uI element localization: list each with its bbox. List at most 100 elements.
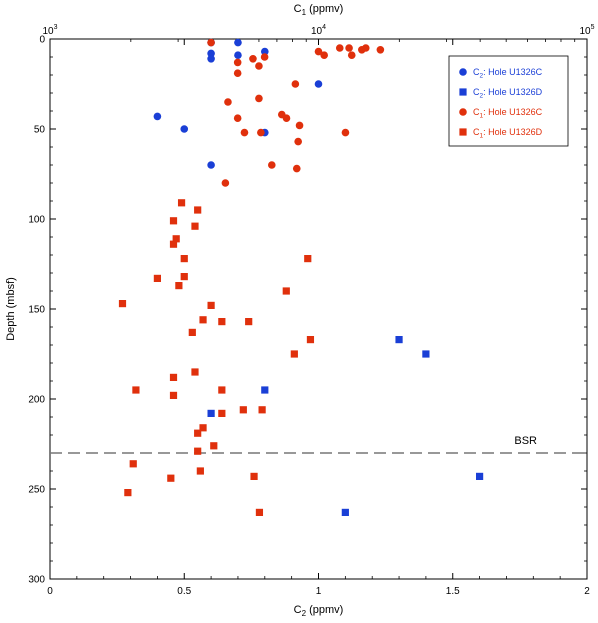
legend-label: C2: Hole U1326D: [473, 87, 543, 100]
x-top-tick-label: 105: [579, 24, 594, 37]
data-point: [239, 406, 247, 414]
legend-label: C1: Hole U1326D: [473, 127, 543, 140]
data-point: [290, 350, 298, 358]
y-tick-label: 300: [28, 575, 45, 586]
data-point: [234, 51, 242, 59]
legend-label-main: C: [473, 67, 480, 77]
data-point: [194, 447, 202, 455]
data-point: [257, 128, 265, 137]
data-point: [258, 406, 266, 414]
data-point: [207, 49, 215, 58]
data-point: [294, 137, 302, 146]
x-top-tick-exponent: 5: [591, 24, 595, 31]
data-point: [233, 58, 242, 67]
y-tick-label: 50: [34, 125, 46, 136]
x-bottom-tick-label: 0.5: [177, 586, 191, 597]
bsr-label: BSR: [514, 435, 537, 447]
data-point: [314, 80, 323, 88]
x-top-tick-exponent: 4: [322, 24, 326, 31]
data-point: [132, 386, 140, 394]
x-bottom-title-main: C: [294, 604, 302, 616]
data-point: [395, 336, 403, 344]
data-point: [129, 460, 137, 468]
data-point: [304, 255, 312, 263]
data-point: [180, 125, 189, 133]
data-point: [188, 328, 196, 336]
x-top-tick-label: 104: [311, 24, 326, 37]
data-point: [175, 282, 183, 290]
data-point: [218, 318, 226, 326]
data-point: [345, 44, 353, 52]
legend-label-rest: : Hole U1326D: [483, 127, 543, 137]
data-point: [261, 47, 269, 56]
data-point: [199, 316, 207, 324]
data-point: [341, 128, 350, 137]
data-point: [255, 508, 264, 516]
data-point: [218, 386, 226, 394]
data-point: [335, 44, 344, 52]
data-point: [260, 53, 269, 61]
data-point: [250, 472, 258, 480]
x-bottom-title-unit: (ppmv): [306, 604, 343, 616]
x-top-title-main: C: [294, 3, 302, 15]
series-3: [118, 199, 315, 516]
data-point: [224, 98, 232, 106]
data-point: [240, 128, 249, 137]
data-point: [249, 55, 257, 63]
data-point: [320, 51, 328, 59]
legend-marker: [459, 68, 467, 76]
data-point: [153, 112, 162, 121]
data-point: [291, 80, 300, 88]
data-point: [218, 409, 226, 417]
legend-label-sub: 2: [480, 73, 484, 80]
data-point: [210, 442, 218, 450]
legend-label: C1: Hole U1326C: [473, 107, 543, 120]
y-axis-title: Depth (mbsf): [5, 277, 17, 341]
data-point: [245, 318, 253, 326]
series-1: [207, 336, 484, 516]
y-tick-label: 100: [28, 215, 45, 226]
series-2: [207, 38, 385, 187]
data-point: [295, 121, 304, 130]
legend-label-main: C: [473, 107, 480, 117]
data-point: [221, 179, 230, 187]
data-point: [207, 301, 215, 309]
legend-box: [448, 55, 569, 147]
data-point: [268, 161, 276, 169]
x-axis-top-title: C1 (ppmv): [294, 3, 344, 17]
data-point: [306, 336, 315, 344]
x-top-tick-base: 10: [42, 26, 54, 37]
legend-marker: [459, 88, 467, 96]
legend-marker: [459, 128, 467, 136]
data-point: [169, 240, 178, 248]
data-point: [177, 199, 186, 207]
data-point: [194, 206, 202, 214]
y-tick-label: 250: [28, 485, 45, 496]
data-point: [207, 409, 215, 417]
data-point: [341, 508, 349, 516]
y-tick-label: 200: [28, 395, 45, 406]
x-bottom-tick-label: 2: [584, 586, 590, 597]
x-axis-bottom-title: C2 (ppmv): [294, 604, 344, 618]
data-point: [292, 164, 301, 173]
legend-label-main: C: [473, 127, 480, 137]
x-top-title-sub: 1: [302, 8, 307, 17]
data-point: [169, 373, 178, 381]
data-point: [282, 287, 290, 295]
data-points: [118, 38, 484, 516]
data-point: [180, 273, 188, 281]
x-bottom-title-sub: 2: [302, 609, 307, 618]
data-point: [361, 44, 370, 52]
x-top-tick-label: 103: [42, 24, 57, 37]
data-point: [233, 114, 242, 122]
legend-label-main: C: [473, 87, 480, 97]
x-top-title-unit: (ppmv): [306, 3, 343, 15]
x-bottom-tick-label: 1.5: [446, 586, 460, 597]
data-point: [191, 368, 199, 376]
y-tick-label: 150: [28, 305, 45, 316]
legend-marker: [459, 108, 467, 116]
data-point: [199, 424, 207, 432]
data-point: [476, 472, 484, 480]
